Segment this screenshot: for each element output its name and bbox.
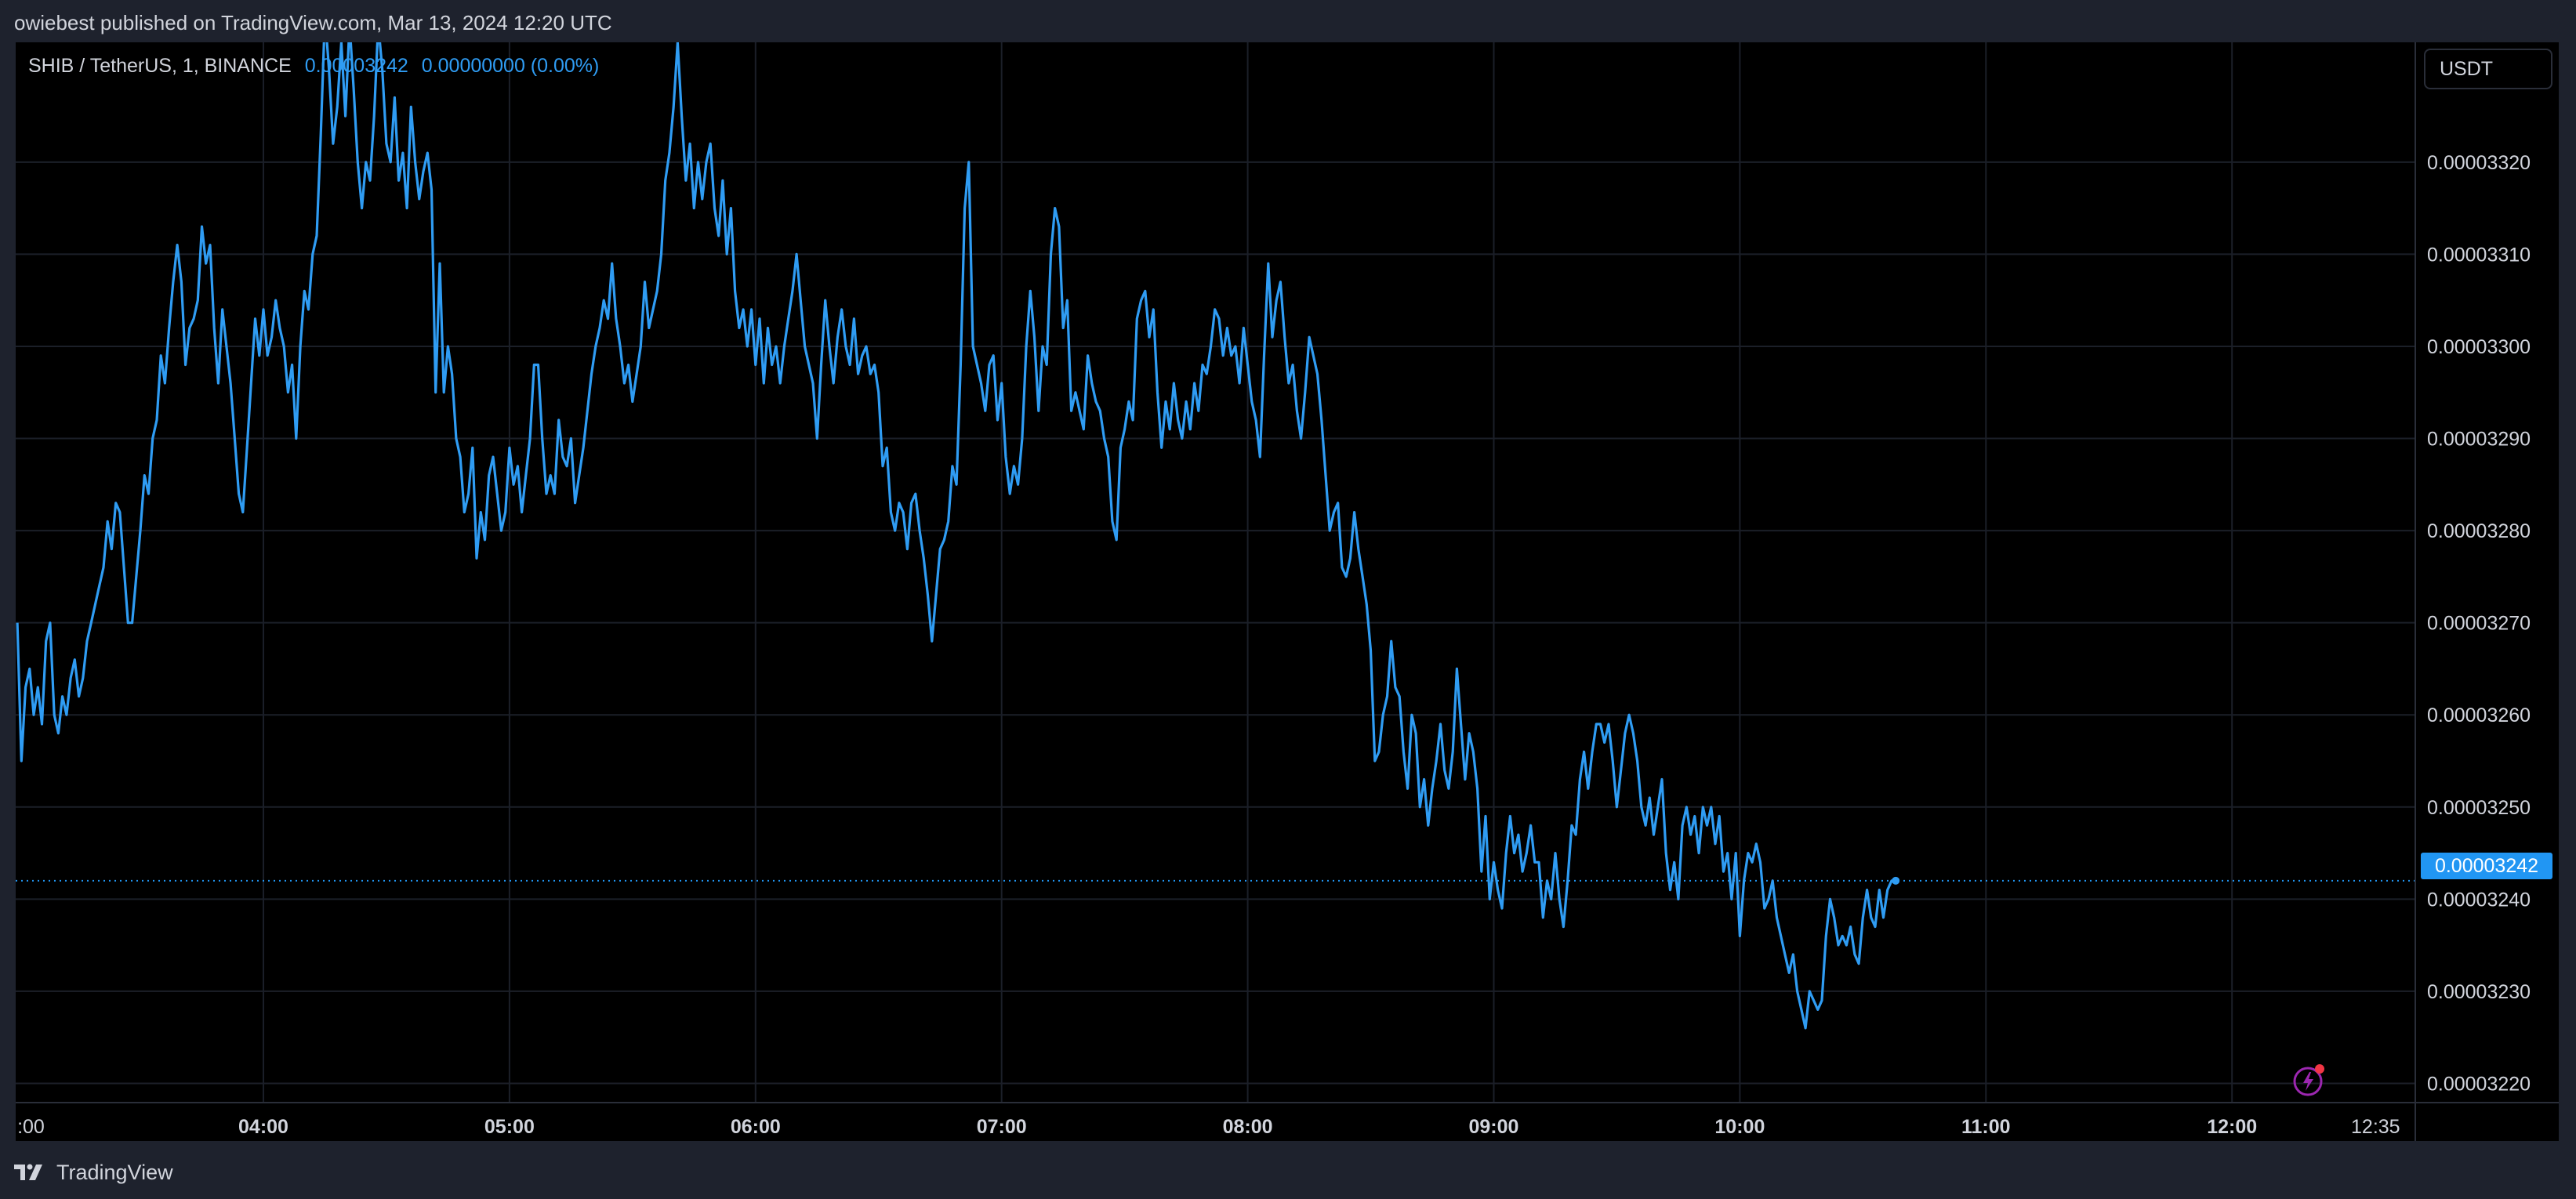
y-tick-label: 0.00003320: [2427, 152, 2531, 174]
y-tick-label: 0.00003300: [2427, 336, 2531, 358]
legend-change: 0.00000000 (0.00%): [421, 55, 600, 77]
x-tick-label: 09:00: [1469, 1116, 1519, 1138]
y-tick-label: 0.00003310: [2427, 244, 2531, 266]
chart-pane[interactable]: 0.00003320 0.00003310 0.00003300 0.00003290…: [16, 42, 2559, 1141]
chart-legend: SHIB / TetherUS, 1, BINANCE 0.00003242 0…: [28, 55, 599, 78]
x-tick-label: 05:00: [484, 1116, 535, 1138]
footer-brand: TradingView: [56, 1160, 173, 1184]
x-tick-label: 10:00: [1714, 1116, 1765, 1138]
y-tick-label: 0.00003270: [2427, 613, 2531, 635]
x-tick-label: 12:00: [2207, 1116, 2257, 1138]
x-tick-label: 06:00: [731, 1116, 781, 1138]
y-tick-label: 0.00003220: [2427, 1073, 2531, 1095]
lightning-icon[interactable]: [2292, 1063, 2327, 1097]
y-tick-label: 0.00003290: [2427, 429, 2531, 451]
y-tick-label: 0.00003280: [2427, 520, 2531, 542]
currency-button[interactable]: USDT: [2424, 49, 2552, 89]
last-price-dot: [1892, 876, 1900, 885]
last-price-badge: 0.00003242: [2421, 853, 2552, 879]
x-tick-label: 12:35: [2351, 1116, 2400, 1138]
y-tick-label: 0.00003260: [2427, 705, 2531, 726]
y-tick-label: 0.00003250: [2427, 797, 2531, 819]
price-series-line: [16, 42, 1896, 1030]
footer: TradingView: [14, 1158, 173, 1186]
y-tick-label: 0.00003230: [2427, 981, 2531, 1003]
tradingview-logo-icon: [14, 1164, 42, 1180]
publisher-caption: owiebest published on TradingView.com, M…: [14, 11, 612, 34]
x-tick-label: 04:00: [238, 1116, 288, 1138]
x-tick-label: 11:00: [1961, 1116, 2011, 1138]
x-tick-label: :00: [17, 1116, 45, 1138]
x-tick-label: 07:00: [977, 1116, 1027, 1138]
x-tick-label: 08:00: [1223, 1116, 1273, 1138]
y-tick-label: 0.00003240: [2427, 889, 2531, 911]
legend-symbol: SHIB / TetherUS, 1, BINANCE: [28, 55, 292, 77]
legend-last-price: 0.00003242: [304, 55, 408, 77]
price-chart[interactable]: 0.00003320 0.00003310 0.00003300 0.00003290…: [16, 42, 2559, 1141]
